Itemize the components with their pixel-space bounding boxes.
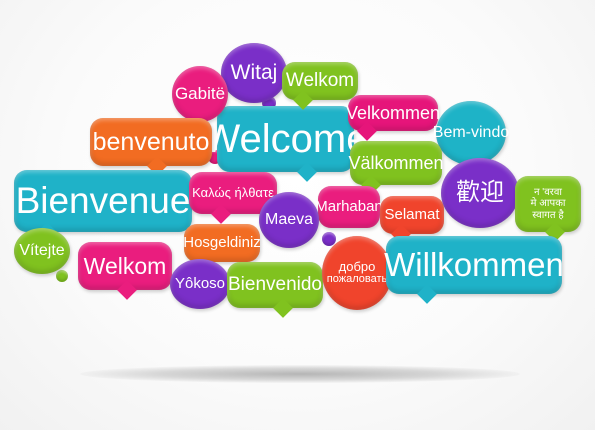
bubble-witaj: Witaj <box>221 43 287 103</box>
bubble-willkommen-text: Willkommen <box>384 245 564 283</box>
bubble-hindi-line-3: स्वागत है <box>532 209 564 221</box>
bubble-hindi: न 'वरवा मे आपका स्वागत है <box>515 176 581 232</box>
bubble-gabite-text: Gabitë <box>174 84 226 104</box>
bubble-yokoso-text: Yôkoso <box>174 275 226 293</box>
bubble-selamat: Selamat <box>380 196 444 234</box>
bubble-gabite: Gabitë <box>172 66 228 122</box>
decor-dot-green <box>56 270 68 282</box>
bubble-bienvenue-text: Bienvenue <box>15 179 191 221</box>
bubble-maeva: Maeva <box>259 192 319 248</box>
bubble-hosgeldiniz-text: Hosgeldiniz <box>183 234 261 252</box>
bubble-vitejte-text: Vítejte <box>19 241 65 259</box>
bubble-welcome-text: Welcome <box>202 117 369 161</box>
bubble-hindi-line-1: न 'वरवा <box>533 186 563 198</box>
bubble-kalos: Καλώς ήλθατε <box>189 172 277 214</box>
bubble-marhaban: Marhaban <box>315 186 383 228</box>
bubble-valkommen-text: Välkommen <box>348 152 444 173</box>
bubble-bienvenue: Bienvenue <box>14 170 192 232</box>
bubble-bem-vindo: Bem-vindo <box>432 101 510 165</box>
bubble-maeva-text: Maeva <box>264 210 314 228</box>
decor-dot-purple-2 <box>322 232 336 246</box>
bubble-welcome: Welcome <box>203 106 369 172</box>
bubble-kangei: 歡迎 <box>441 158 519 228</box>
bubble-dobro: добро пожаловать <box>322 236 392 310</box>
bubble-bienvenido-text: Bienvenido <box>227 274 323 296</box>
bubble-willkommen: Willkommen <box>384 236 564 294</box>
bubble-welkom-bottom-text: Welkom <box>83 252 167 279</box>
ground-shadow <box>80 365 520 383</box>
bubble-hosgeldiniz: Hosgeldiniz <box>183 224 261 262</box>
bubble-bem-vindo-text: Bem-vindo <box>432 123 510 141</box>
bubble-marhaban-text: Marhaban <box>315 198 383 216</box>
bubble-benvenuto: benvenuto <box>90 118 212 166</box>
bubble-bienvenido: Bienvenido <box>227 262 323 308</box>
bubble-valkommen: Välkommen <box>348 141 444 185</box>
bubble-welkom-bottom: Welkom <box>78 242 172 290</box>
bubble-velkommen-text: Velkommen <box>345 102 441 123</box>
bubble-benvenuto-text: benvenuto <box>92 127 210 156</box>
bubble-dobro-line-2: пожаловать <box>326 273 388 286</box>
bubble-velkommen: Velkommen <box>345 95 441 131</box>
bubble-welkom-top: Welkom <box>282 62 358 100</box>
bubble-kalos-text: Καλώς ήλθατε <box>192 185 274 201</box>
bubble-vitejte: Vítejte <box>14 228 70 274</box>
bubble-dobro-line-1: добро <box>338 259 376 275</box>
bubble-witaj-text: Witaj <box>230 60 278 84</box>
bubble-welkom-top-text: Welkom <box>285 70 355 92</box>
bubble-hindi-line-2: मे आपका <box>530 198 566 210</box>
bubble-kangei-text: 歡迎 <box>456 178 504 207</box>
bubble-selamat-text: Selamat <box>384 206 440 224</box>
bubble-yokoso: Yôkoso <box>170 259 230 309</box>
